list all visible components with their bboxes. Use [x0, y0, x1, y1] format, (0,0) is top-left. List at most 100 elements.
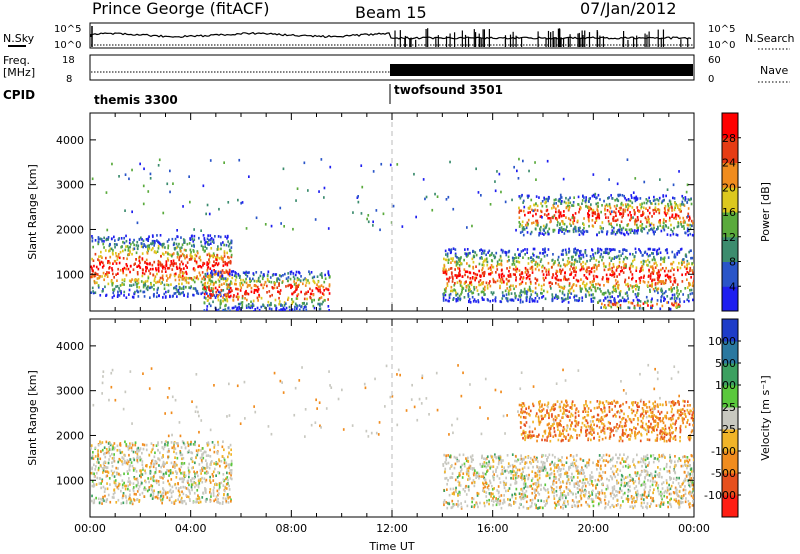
scatter-cell — [518, 216, 521, 219]
scatter-cell — [227, 240, 229, 243]
scatter-cell — [459, 297, 462, 301]
scatter-cell — [568, 206, 571, 209]
scatter-cell — [126, 462, 129, 466]
scatter-cell — [490, 499, 493, 502]
scatter-cell — [97, 237, 100, 241]
scatter-cell — [623, 264, 625, 267]
scatter-cell — [678, 208, 680, 211]
scatter-cell — [575, 278, 578, 282]
scatter-cell — [471, 257, 474, 261]
scatter-cell — [203, 284, 206, 287]
scatter-cell — [573, 295, 575, 299]
scatter-cell — [119, 289, 121, 293]
scatter-cell — [178, 266, 181, 269]
scatter-cell — [594, 211, 596, 214]
scatter-cell — [593, 266, 596, 269]
scatter-cell — [213, 254, 215, 257]
scatter-cell — [676, 266, 679, 269]
scatter-cell — [290, 270, 293, 274]
scatter-cell — [630, 228, 633, 231]
scatter-cell — [670, 287, 672, 291]
scatter-cell — [481, 257, 483, 260]
scatter-cell — [652, 497, 654, 500]
scatter-cell — [591, 214, 594, 217]
scatter-cell — [626, 231, 628, 234]
scatter-cell — [464, 486, 467, 489]
scatter-cell — [541, 200, 544, 203]
scatter-cell — [98, 255, 100, 258]
scatter-cell — [91, 454, 94, 458]
scatter-cell — [627, 306, 630, 309]
scatter-cell — [649, 223, 652, 227]
scatter-cell — [646, 221, 648, 224]
scatter-cell — [187, 292, 189, 296]
scatter-cell — [226, 493, 229, 496]
scatter-cell — [612, 288, 615, 291]
scatter-cell — [608, 210, 611, 214]
scatter-cell — [684, 221, 686, 224]
scatter-cell — [219, 306, 222, 309]
scatter-cell — [224, 235, 227, 238]
scatter-cell — [132, 450, 135, 454]
scatter-cell — [452, 207, 455, 211]
scatter-cell — [638, 307, 641, 310]
scatter-cell — [574, 298, 576, 302]
y-tick-label: 2000 — [56, 223, 84, 236]
scatter-cell — [218, 482, 221, 485]
scatter-cell — [646, 473, 649, 476]
scatter-cell — [474, 272, 477, 276]
scatter-cell — [668, 219, 671, 222]
scatter-cell — [609, 249, 612, 253]
scatter-cell — [649, 254, 651, 257]
scatter-cell — [159, 234, 162, 237]
scatter-cell — [197, 474, 199, 478]
scatter-cell — [287, 296, 290, 300]
scatter-cell — [95, 496, 97, 500]
scatter-cell — [229, 282, 231, 286]
scatter-cell — [653, 226, 655, 230]
scatter-cell — [632, 299, 635, 302]
scatter-cell — [627, 301, 630, 304]
scatter-cell — [180, 446, 183, 449]
scatter-cell — [555, 295, 558, 298]
scatter-cell — [641, 464, 643, 468]
scatter-cell — [615, 207, 618, 211]
scatter-cell — [634, 199, 637, 203]
scatter-cell — [610, 300, 612, 304]
scatter-cell — [525, 290, 528, 293]
scatter-cell — [578, 208, 581, 211]
scatter-cell — [172, 490, 174, 493]
scatter-cell — [515, 270, 518, 273]
scatter-cell — [162, 265, 165, 268]
scatter-cell — [99, 261, 101, 265]
scatter-cell — [221, 269, 224, 272]
scatter-cell — [117, 498, 120, 502]
scatter-cell — [220, 255, 223, 259]
scatter-cell — [475, 276, 478, 280]
scatter-cell — [650, 227, 653, 230]
scatter-cell — [582, 228, 584, 232]
scatter-cell — [106, 228, 109, 232]
scatter-cell — [221, 455, 224, 458]
scatter-cell — [276, 277, 279, 280]
scatter-cell — [313, 281, 316, 285]
scatter-cell — [123, 236, 125, 240]
scatter-cell — [444, 258, 447, 262]
scatter-cell — [101, 275, 103, 278]
scatter-cell — [215, 258, 217, 261]
scatter-cell — [124, 461, 127, 465]
scatter-cell — [555, 207, 557, 211]
scatter-cell — [324, 277, 327, 280]
scatter-cell — [226, 296, 228, 300]
scatter-cell — [380, 162, 383, 166]
scatter-cell — [233, 294, 235, 297]
scatter-cell — [155, 460, 158, 464]
scatter-cell — [109, 261, 111, 265]
scatter-cell — [145, 287, 148, 290]
scatter-cell — [101, 478, 104, 482]
scatter-cell — [644, 462, 647, 466]
scatter-cell — [161, 263, 164, 267]
scatter-cell — [154, 241, 156, 245]
scatter-cell — [534, 297, 537, 300]
scatter-cell — [119, 451, 122, 455]
